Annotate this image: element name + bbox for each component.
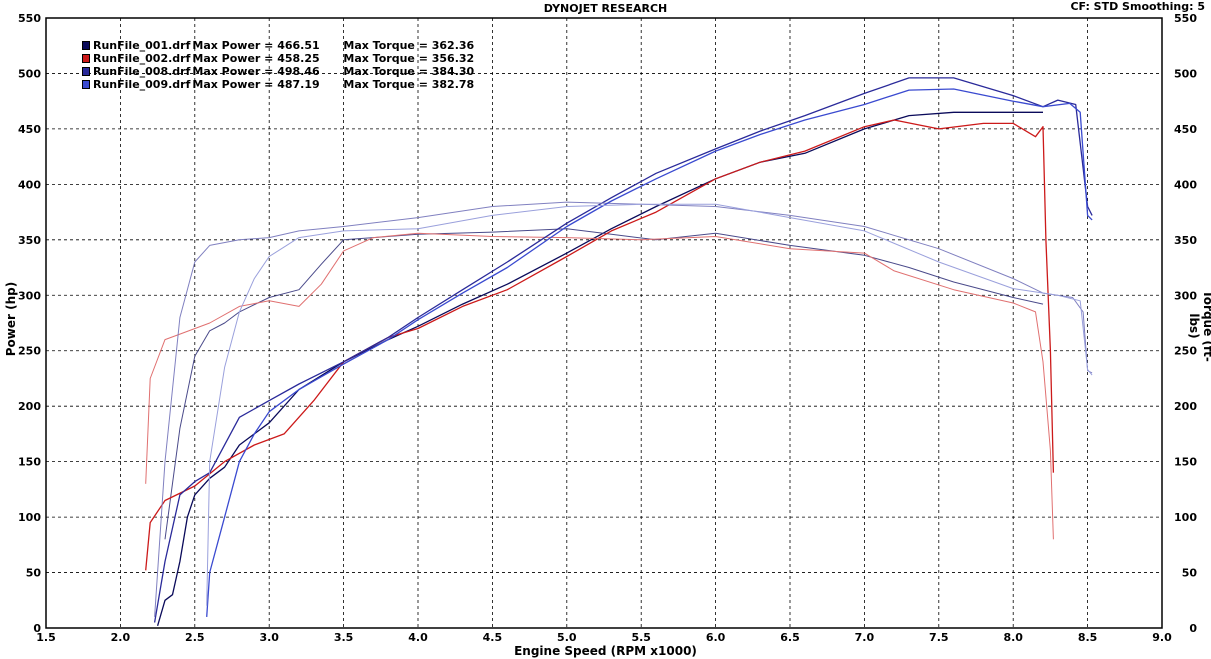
legend-max-torque: Max Torque = 356.32 — [343, 52, 475, 65]
series-lines — [145, 77, 1093, 626]
legend-file-name: RunFile_008.drf — [93, 65, 191, 78]
x-tick-label: 5.5 — [631, 631, 651, 644]
y-tick-label: 250 — [18, 345, 41, 358]
series-line-torque — [206, 203, 1093, 606]
series-line-power — [206, 88, 1093, 617]
series-line-torque — [164, 228, 1044, 540]
y2-tick-label: 400 — [1174, 178, 1197, 191]
y-tick-label: 200 — [18, 400, 41, 413]
y-tick-label: 550 — [18, 12, 41, 25]
x-tick-label: 8.5 — [1078, 631, 1098, 644]
y2-axis-title: Torque (ft-lbs) — [1187, 290, 1211, 362]
legend-swatch — [82, 80, 90, 89]
legend-entry: RunFile_001.drf Max Power = 466.51 Max T… — [82, 39, 474, 52]
legend-max-torque: Max Torque = 384.30 — [343, 65, 475, 78]
x-tick-label: 5.0 — [557, 631, 577, 644]
x-tick-label: 4.5 — [483, 631, 503, 644]
y-tick-label: 50 — [26, 567, 42, 580]
correction-factor-label: CF: STD Smoothing: 5 — [1070, 0, 1205, 13]
x-tick-label: 8.0 — [1003, 631, 1023, 644]
x-tick-label: 6.5 — [780, 631, 800, 644]
x-tick-label: 9.0 — [1152, 631, 1172, 644]
y2-tick-label: 50 — [1182, 567, 1198, 580]
series-line-torque — [145, 232, 1054, 540]
legend-swatch — [82, 67, 90, 76]
x-tick-label: 2.0 — [111, 631, 131, 644]
series-line-power — [153, 77, 1093, 623]
y-tick-label: 0 — [33, 622, 41, 635]
chart-title: DYNOJET RESEARCH — [543, 2, 668, 15]
x-tick-label: 3.5 — [334, 631, 354, 644]
legend-file-name: RunFile_009.drf — [93, 78, 191, 91]
y-tick-label: 500 — [18, 67, 41, 80]
legend-swatch — [82, 54, 90, 63]
legend-file-name: RunFile_001.drf — [93, 39, 191, 52]
x-tick-label: 7.0 — [855, 631, 875, 644]
y2-tick-label: 550 — [1174, 12, 1197, 25]
legend-entry: RunFile_008.drf Max Power = 498.46 Max T… — [82, 65, 474, 78]
y2-tick-label: 250 — [1174, 345, 1197, 358]
legend-max-torque: Max Torque = 382.78 — [343, 78, 475, 91]
legend-entry: RunFile_002.drf Max Power = 458.25 Max T… — [82, 52, 474, 65]
legend-swatch — [82, 41, 90, 50]
y2-tick-label: 500 — [1174, 67, 1197, 80]
grid-lines — [46, 18, 1162, 628]
y2-tick-label: 100 — [1174, 511, 1197, 524]
series-line-torque — [154, 201, 1093, 617]
y-tick-label: 450 — [18, 123, 41, 136]
legend-max-power: Max Power = 498.46 — [192, 65, 320, 78]
y-tick-label: 350 — [18, 234, 41, 247]
legend-max-power: Max Power = 458.25 — [192, 52, 320, 65]
y2-tick-label: 450 — [1174, 123, 1197, 136]
y-tick-label: 400 — [18, 178, 41, 191]
y2-tick-label: 150 — [1174, 456, 1197, 469]
y2-tick-label: 0 — [1189, 622, 1197, 635]
x-tick-label: 1.5 — [36, 631, 56, 644]
y2-tick-label: 200 — [1174, 400, 1197, 413]
y-tick-label: 150 — [18, 456, 41, 469]
y-tick-label: 100 — [18, 511, 41, 524]
legend-max-torque: Max Torque = 362.36 — [343, 39, 475, 52]
y2-tick-label: 300 — [1174, 289, 1197, 302]
y-tick-label: 300 — [18, 289, 41, 302]
y2-tick-label: 350 — [1174, 234, 1197, 247]
series-line-power — [156, 111, 1043, 626]
axis-ticks: 1.5 2.0 2.5 3.0 3.5 4.0 4.5 5.0 5.5 6.0 6.5 7.0 7.5 8… — [18, 12, 1197, 644]
legend-file-name: RunFile_002.drf — [93, 52, 191, 65]
x-tick-label: 4.0 — [408, 631, 428, 644]
x-tick-label: 3.0 — [259, 631, 279, 644]
plot-frame — [45, 17, 1163, 629]
legend: RunFile_001.drf Max Power = 466.51 Max T… — [82, 39, 474, 91]
legend-max-power: Max Power = 487.19 — [192, 78, 320, 91]
x-tick-label: 7.5 — [929, 631, 949, 644]
series-line-power — [145, 119, 1055, 571]
x-tick-label: 6.0 — [706, 631, 726, 644]
y-axis-title: Power (hp) — [4, 281, 18, 357]
x-axis-title: Engine Speed (RPM x1000) — [514, 644, 697, 658]
legend-entry: RunFile_009.drf Max Power = 487.19 Max T… — [82, 78, 474, 91]
legend-max-power: Max Power = 466.51 — [192, 39, 320, 52]
x-tick-label: 2.5 — [185, 631, 205, 644]
